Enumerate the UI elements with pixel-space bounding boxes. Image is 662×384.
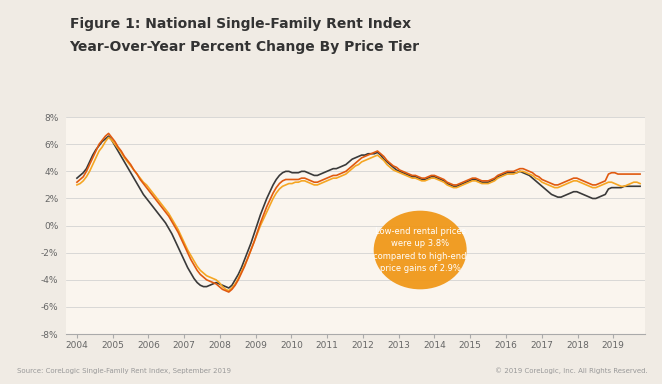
Text: Low-end rental prices
were up 3.8%
compared to high-end
price gains of 2.9%: Low-end rental prices were up 3.8% compa…	[373, 227, 467, 273]
Text: Year-Over-Year Percent Change By Price Tier: Year-Over-Year Percent Change By Price T…	[70, 40, 420, 54]
Text: Source: CoreLogic Single-Family Rent Index, September 2019: Source: CoreLogic Single-Family Rent Ind…	[17, 368, 230, 374]
Ellipse shape	[374, 211, 467, 289]
Text: Figure 1: National Single-Family Rent Index: Figure 1: National Single-Family Rent In…	[70, 17, 410, 31]
Text: © 2019 CoreLogic, Inc. All Rights Reserved.: © 2019 CoreLogic, Inc. All Rights Reserv…	[495, 368, 647, 374]
